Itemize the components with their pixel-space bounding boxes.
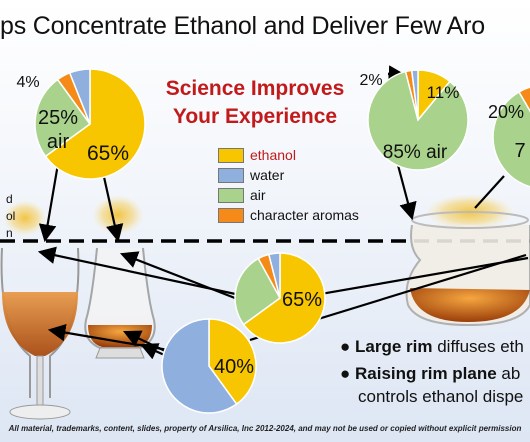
pie-2-label-0: 40% — [214, 356, 254, 378]
legend-swatch-air — [218, 187, 244, 203]
heading-line-2: Your Experience — [172, 105, 338, 128]
vapor-left-2 — [92, 195, 144, 235]
legend-swatch-character-aromas — [218, 207, 244, 223]
bullet-2-continued: controls ethanol dispe — [358, 387, 523, 407]
pie-2-slice-ethanol — [208, 318, 257, 406]
legend-item-character-aromas: character aromas — [218, 206, 359, 224]
cut-label-3: n — [6, 226, 13, 240]
pie-3-label-2: 2% — [359, 72, 382, 89]
cut-label-1: d — [6, 192, 13, 206]
pie-4-label-1: 7 — [514, 140, 525, 162]
legend-label-ethanol: ethanol — [250, 147, 296, 163]
legend-label-air: air — [250, 187, 266, 203]
legend-label-water: water — [250, 167, 285, 183]
pie-1-slice-air — [234, 257, 281, 326]
pie-1-slice-water — [267, 252, 281, 299]
bullet-large-rim: ● Large rim diffuses eth — [340, 337, 524, 356]
pie-4-slice-other — [492, 90, 530, 188]
legend-item-ethanol: ethanol — [218, 146, 296, 164]
vapor-left-1 — [3, 200, 47, 236]
page-title: ps Concentrate Ethanol and Deliver Few A… — [0, 12, 485, 40]
pie-3-slice-air — [367, 70, 469, 171]
pie-3-label-0: 11% — [427, 83, 460, 102]
pie-4-label-0: 20% — [488, 102, 524, 122]
pie-0-label-0: 65% — [87, 142, 129, 165]
bullet-1-text: diffuses eth — [432, 337, 524, 356]
pie-1-label-0: 65% — [282, 289, 322, 311]
pie-0-slice-air — [34, 78, 92, 158]
cut-label-2: ol — [6, 209, 16, 223]
science-heading: Science Improves Your Experience — [148, 75, 362, 131]
bullet-3-text: controls ethanol dispe — [358, 387, 524, 406]
legend-item-air: air — [218, 186, 266, 204]
pie-0-label-2: air — [47, 131, 70, 153]
bullet-2-text: ab — [496, 364, 521, 383]
legend-swatch-ethanol — [218, 147, 244, 163]
legend-item-water: water — [218, 166, 284, 184]
pie-0-slice-ethanol — [44, 68, 146, 180]
legend-swatch-water — [218, 167, 244, 183]
pie-0-label-3: 4% — [16, 74, 39, 91]
neat-glass — [405, 211, 530, 327]
bullet-1-bold: Large rim — [355, 337, 433, 356]
copyright-footer: All material, trademarks, content, slide… — [8, 424, 522, 433]
pie-3-label-1: 85% air — [383, 142, 448, 163]
pie-1-slice-ethanol — [242, 252, 326, 344]
pie-3-slice-water — [410, 69, 419, 121]
pie-2-slice-water — [161, 318, 238, 414]
pie-0-label-1: 25% — [38, 107, 78, 129]
legend-label-character-aromas: character aromas — [250, 207, 359, 223]
heading-line-1: Science Improves — [165, 77, 345, 100]
pie-0-slice-water — [68, 68, 91, 125]
bullet-raising-rim: ● Raising rim plane ab — [340, 364, 521, 383]
bullet-2-bold: Raising rim plane — [355, 364, 497, 383]
